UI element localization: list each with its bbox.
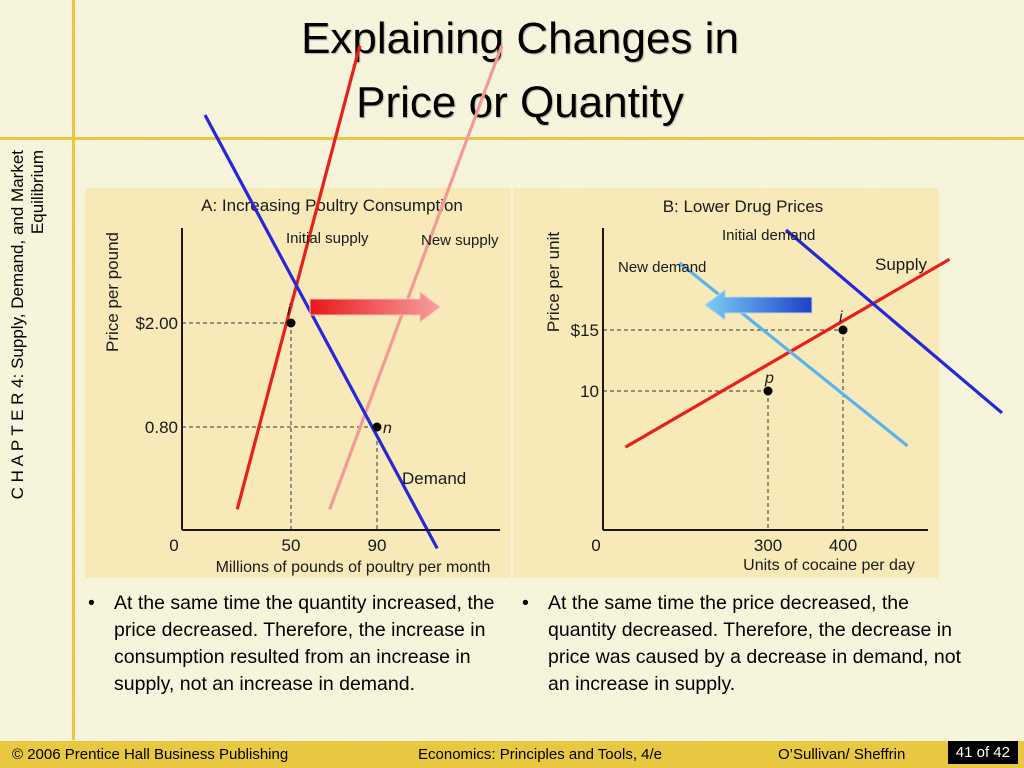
footer-authors: O’Sullivan/ Sheffrin (778, 746, 906, 763)
chart-a-series-initial-supply (235, 45, 362, 510)
chart-a-point-label-n: n (383, 420, 392, 437)
chart-b-ytick-$15: $15 (571, 321, 599, 340)
chart-a-point-label-i: i (287, 302, 291, 319)
horizontal-rule (0, 137, 1024, 140)
chart-b-shift-arrow (704, 289, 813, 321)
chart-a-title: A: Increasing Poultry Consumption (201, 196, 463, 215)
chart-b-point-p (763, 386, 773, 396)
bullet-b-text: At the same time the price decreased, th… (548, 592, 961, 695)
chart-a-xtick-90: 90 (368, 536, 387, 555)
chart-b-xlabel: Units of cocaine per day (743, 557, 915, 574)
chart-a-origin: 0 (169, 536, 178, 555)
footer-copyright: © 2006 Prentice Hall Business Publishing (12, 746, 289, 763)
bullet-a-text: At the same time the quantity increased,… (114, 592, 495, 695)
chart-b-point-label-i: i (839, 309, 843, 326)
chart-a-ylabel: Price per pound (103, 232, 122, 352)
chart-b-legend-supply: Supply (875, 255, 927, 274)
page-number-badge: 41 of 42 (947, 741, 1018, 764)
chart-a-shift-arrow (309, 291, 441, 323)
chart-a-ytick-0.80: 0.80 (145, 418, 178, 437)
chart-b-origin: 0 (591, 536, 600, 555)
chart-b-ylabel: Price per unit (544, 232, 563, 332)
vertical-rule (72, 0, 75, 740)
bullet-a-dot: • (88, 592, 95, 614)
chart-panel-b (513, 188, 939, 578)
chart-a-series-demand (203, 114, 439, 550)
chart-b-title: B: Lower Drug Prices (663, 197, 824, 216)
chart-b-xtick-400: 400 (829, 536, 857, 555)
bullet-a: • At the same time the quantity increase… (88, 590, 516, 698)
chart-b-series-new-demand (678, 261, 909, 448)
slide-title-line-1: Explaining Changes in (301, 14, 739, 63)
chart-b-series-initial-demand (784, 228, 1004, 415)
chart-a-xtick-50: 50 (282, 536, 301, 555)
chart-a-point-n (372, 422, 382, 432)
chart-panel-a (85, 188, 511, 578)
chart-b-point-i (838, 325, 848, 335)
chart-a-ytick-$2.00: $2.00 (135, 314, 178, 333)
chart-a-point-i (286, 318, 296, 328)
chart-b-xtick-300: 300 (754, 536, 782, 555)
chart-a-legend-new-supply: New supply (421, 232, 499, 249)
bullet-b: • At the same time the price decreased, … (522, 590, 982, 698)
bullet-b-dot: • (522, 592, 529, 614)
chart-b-series-supply (624, 257, 951, 449)
chart-a-xlabel: Millions of pounds of poultry per month (216, 559, 491, 576)
chart-b-ytick-10: 10 (580, 382, 599, 401)
chart-a-legend-initial-supply: Initial supply (286, 230, 369, 247)
chart-b-legend-new-demand: New demand (618, 259, 706, 276)
page-number: 41 (955, 744, 973, 761)
chart-a-legend-demand: Demand (402, 469, 466, 488)
page-total: of 42 (976, 744, 1010, 761)
chart-b-point-label-p: p (764, 370, 774, 387)
footer-book: Economics: Principles and Tools, 4/e (418, 746, 663, 763)
chart-b-legend-initial-demand: Initial demand (722, 227, 815, 244)
chart-a-series-new-supply (328, 45, 504, 510)
slide-title-line-2: Price or Quantity (356, 78, 684, 127)
footer-bar: © 2006 Prentice Hall Business Publishing… (0, 741, 1024, 768)
